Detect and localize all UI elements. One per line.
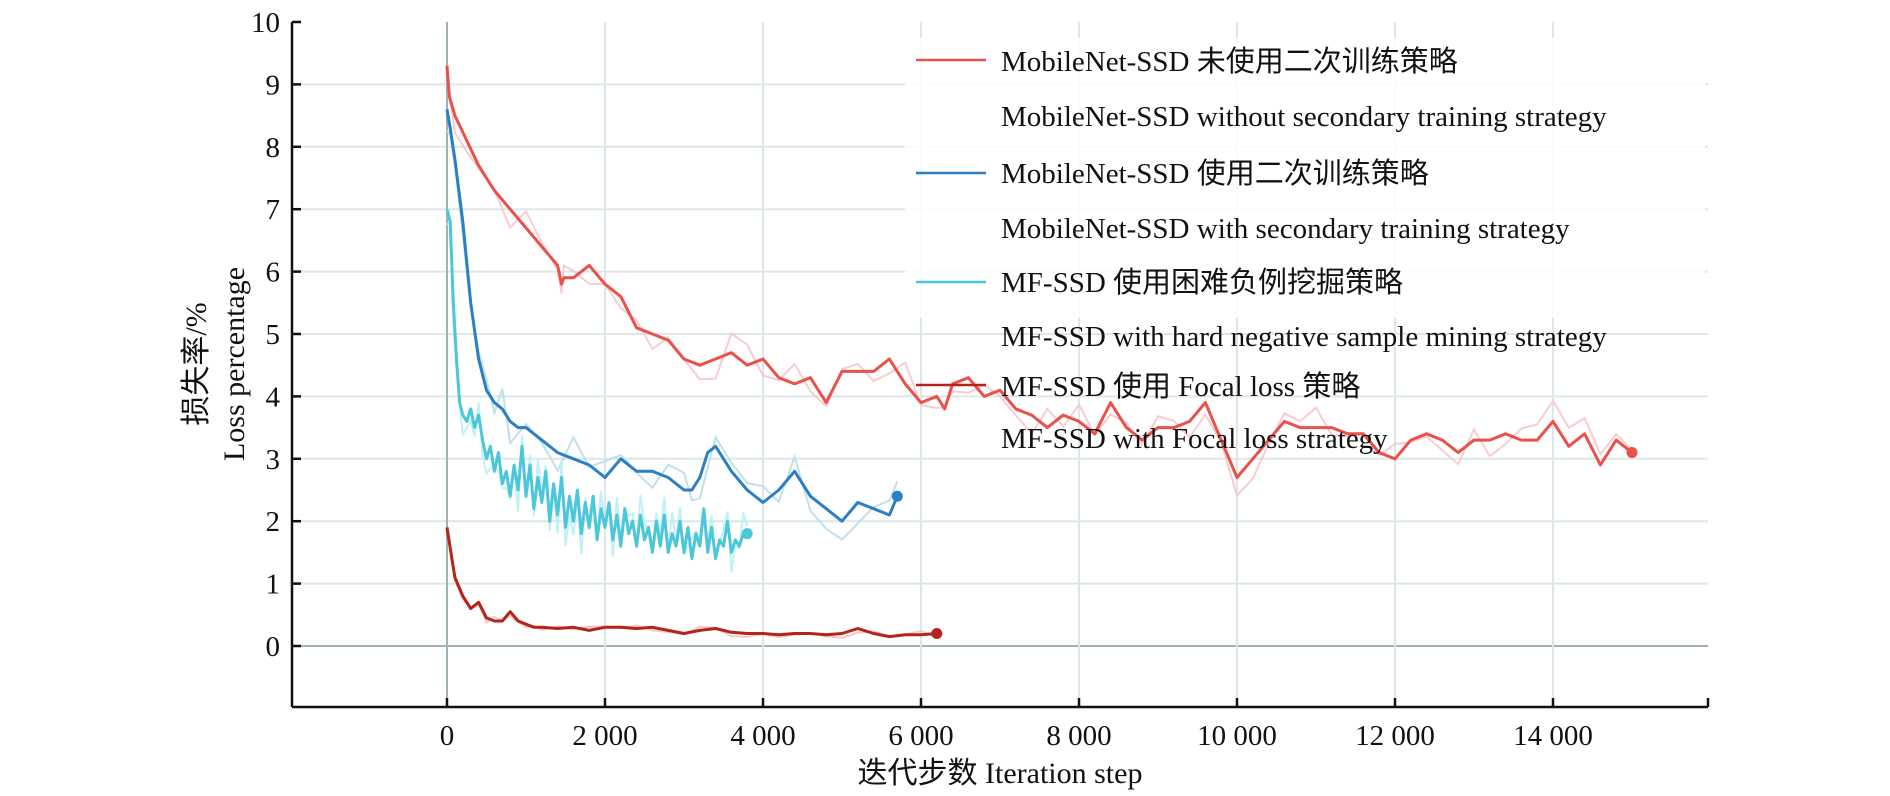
series-line [445,208,748,561]
legend-item-mobilenet-without: MobileNet-SSD 未使用二次训练策略 MobileNet-SSD wi… [916,45,1607,133]
y-tick-label: 5 [266,319,281,351]
legend-label-zh: MobileNet-SSD 使用二次训练策略 [1001,157,1429,190]
series-raw-line [446,129,899,541]
legend-label-en: MF-SSD with Focal loss strategy [1001,423,1388,455]
series-end-marker [1626,447,1638,459]
legend-label-zh: MF-SSD 使用困难负例挖掘策略 [1001,266,1403,299]
legend-label-en: MobileNet-SSD without secondary training… [1001,101,1607,133]
y-tick-label: 4 [266,381,281,413]
x-tick-label: 14 000 [1513,720,1593,752]
y-tick-label: 0 [266,631,281,663]
x-ticks: 0 2 000 4 000 6 000 8 000 10 000 12 000 14 000 [440,698,1593,752]
x-axis-title: 迭代步数 Iteration step [858,757,1143,790]
y-tick-label: 1 [266,569,281,601]
y-tick-label: 10 [251,7,280,39]
series-line [445,65,1633,479]
series-end-marker [741,528,753,540]
legend-item-mfssd-focal: MF-SSD 使用 Focal loss 策略 MF-SSD with Foca… [916,370,1388,455]
series-line [445,527,937,639]
series-1 [445,109,903,541]
series-end-marker [931,628,943,640]
legend-item-mobilenet-with: MobileNet-SSD 使用二次训练策略 MobileNet-SSD wit… [916,157,1570,245]
y-axis-title: 损失率/% Loss percentage [180,267,251,461]
legend-item-mfssd-hard-negative: MF-SSD 使用困难负例挖掘策略 MF-SSD with hard negat… [916,266,1607,353]
series-line [445,109,899,523]
legend-background [905,38,1705,318]
x-tick-label: 4 000 [730,720,795,752]
y-tick-label: 8 [266,132,281,164]
y-ticks: 0 1 2 3 4 5 6 7 8 9 10 [251,7,301,663]
x-tick-label: 12 000 [1355,720,1435,752]
series-2 [445,208,753,573]
series-raw-line [446,66,1633,498]
legend-label-en: MobileNet-SSD with secondary training st… [1001,213,1570,245]
legend-label-zh: MF-SSD 使用 Focal loss 策略 [1001,370,1360,403]
y-axis-title-line2: Loss percentage [218,267,251,461]
x-tick-label: 2 000 [572,720,637,752]
x-tick-label: 6 000 [888,720,953,752]
legend-label-zh: MobileNet-SSD 未使用二次训练策略 [1001,45,1458,78]
series-3 [445,527,943,640]
y-axis-title-line1: 损失率/% [180,302,213,425]
x-tick-label: 0 [440,720,455,752]
x-tick-label: 10 000 [1197,720,1277,752]
y-tick-label: 6 [266,257,281,289]
y-tick-label: 7 [266,194,281,226]
series-end-marker [891,490,903,502]
axes [290,22,1710,709]
x-tick-label: 8 000 [1046,720,1111,752]
series-0 [445,65,1638,498]
legend-label-en: MF-SSD with hard negative sample mining … [1001,321,1607,353]
y-tick-label: 3 [266,444,281,476]
series-layer [445,65,1638,640]
y-tick-label: 2 [266,506,281,538]
y-tick-label: 9 [266,69,281,101]
legend: MobileNet-SSD 未使用二次训练策略 MobileNet-SSD wi… [905,38,1705,455]
